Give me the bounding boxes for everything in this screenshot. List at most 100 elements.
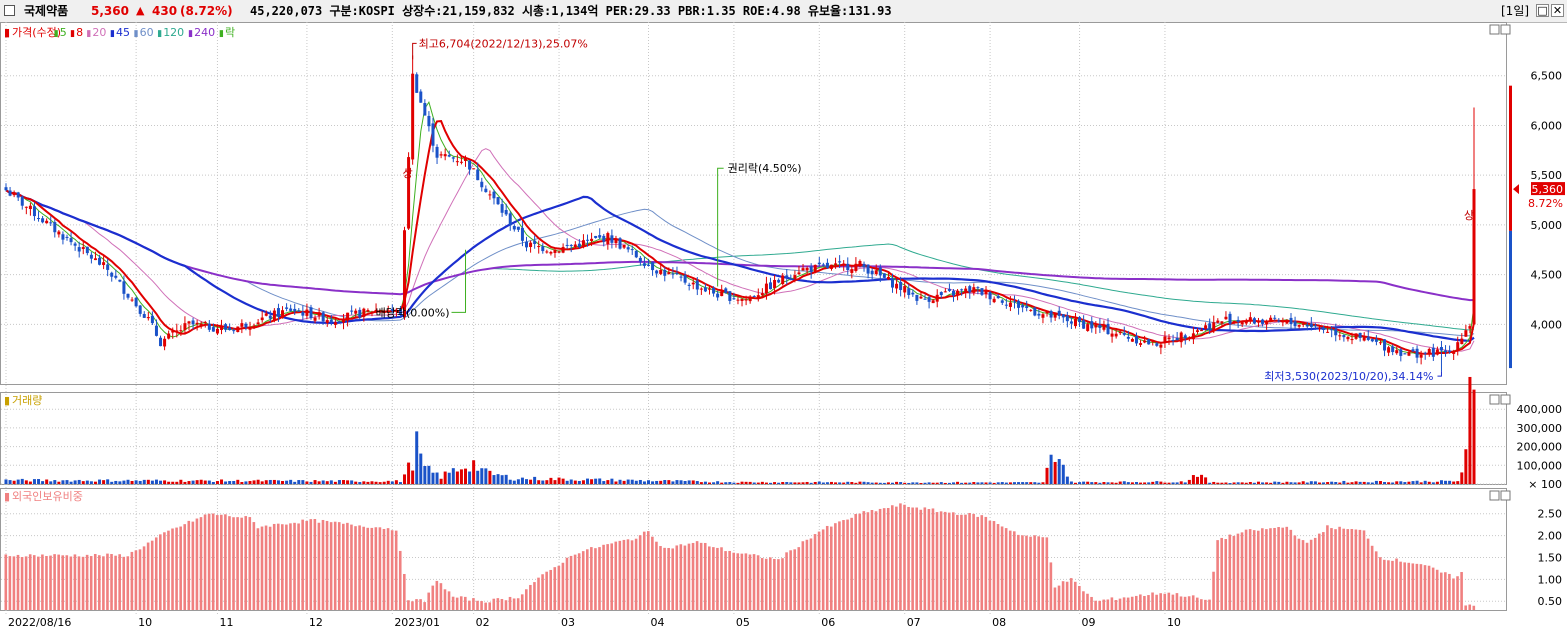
price-tick-label-3: 5,500 [1531, 169, 1563, 182]
foreign-ratio-bar-233 [951, 512, 955, 610]
volume-bar-259 [1057, 459, 1061, 484]
candle-body-9 [41, 218, 45, 223]
candle-body-225 [919, 296, 923, 299]
foreign-ratio-bar-342 [1395, 558, 1398, 610]
candle-body-6 [28, 205, 32, 210]
volume-tick-label-4: 400,000 [1517, 403, 1563, 416]
foreign-ratio-bar-74 [305, 521, 309, 610]
foreign-ratio-bar-332 [1354, 529, 1358, 610]
volume-bar-161 [659, 480, 663, 484]
volume-bar-292 [1191, 475, 1195, 484]
candle-body-345 [1407, 352, 1411, 356]
volume-bar-258 [1053, 461, 1057, 484]
candle-body-291 [1187, 337, 1191, 339]
foreign-ratio-bar-132 [541, 574, 544, 610]
candle-body-311 [1269, 317, 1273, 321]
foreign-ratio-bar-182 [744, 553, 748, 610]
foreign-ratio-bar-321 [1309, 539, 1313, 610]
foreign-ratio-bar-199 [813, 534, 817, 610]
candle-body-233 [951, 290, 955, 296]
candle-body-53 [220, 326, 224, 330]
volume-bar-79 [325, 481, 329, 484]
volume-bar-156 [638, 479, 642, 484]
candle-body-313 [1277, 320, 1281, 322]
foreign-ratio-bar-190 [777, 559, 780, 610]
candle-body-198 [809, 266, 813, 273]
foreign-ratio-bar-7 [32, 555, 36, 610]
volume-bar-16 [69, 481, 73, 484]
foreign-ratio-bar-195 [797, 547, 801, 610]
volume-bar-355 [1448, 480, 1452, 484]
candle-body-115 [472, 168, 476, 170]
candle-body-147 [602, 235, 606, 242]
foreign-ratio-bar-34 [142, 546, 146, 610]
foreign-ratio-bar-138 [565, 557, 569, 610]
volume-bar-218 [890, 482, 894, 484]
candle-body-309 [1261, 319, 1265, 324]
foreign-ratio-bar-156 [638, 535, 642, 610]
volume-bar-136 [557, 477, 561, 484]
foreign-ratio-bar-128 [525, 589, 528, 610]
volume-bar-269 [1098, 482, 1102, 484]
foreign-ratio-bar-157 [642, 531, 646, 610]
candle-body-36 [150, 315, 154, 324]
candle-body-122 [500, 204, 504, 213]
volume-bar-272 [1110, 482, 1114, 484]
volume-bar-40 [167, 481, 171, 484]
candle-body-79 [325, 320, 329, 323]
foreign-ratio-bar-53 [220, 514, 223, 610]
volume-bar-73 [301, 480, 305, 484]
foreign-ratio-bar-204 [834, 523, 837, 610]
foreign-ratio-bar-48 [199, 517, 203, 610]
volume-bar-248 [1012, 482, 1016, 484]
restore-icon[interactable]: □ [1536, 4, 1549, 17]
volume-bar-102 [419, 453, 423, 484]
candle-body-327 [1334, 329, 1338, 336]
foreign-ratio-bar-35 [146, 542, 150, 610]
foreign-ratio-bar-336 [1370, 545, 1374, 610]
candle-body-174 [712, 287, 716, 294]
foreign-ratio-bar-20 [85, 554, 89, 610]
candle-body-153 [626, 247, 630, 250]
candle-body-77 [317, 312, 321, 316]
close-icon[interactable]: ✕ [1551, 4, 1564, 17]
volume-bar-54 [224, 481, 228, 484]
foreign-ratio-bar-45 [187, 520, 191, 610]
foreign-ratio-bar-316 [1289, 529, 1293, 610]
foreign-ratio-bar-75 [309, 519, 313, 610]
foreign-ratio-bar-255 [1041, 537, 1045, 610]
candle-body-144 [590, 238, 594, 241]
foreign-ratio-bar-137 [561, 562, 565, 610]
candle-body-180 [736, 299, 740, 301]
foreign-ratio-bar-25 [106, 553, 109, 610]
volume-bar-60 [248, 480, 252, 484]
legend-item-6: 120 [163, 26, 184, 39]
candle-body-159 [651, 262, 655, 271]
candle-body-210 [858, 261, 862, 267]
candle-body-135 [553, 249, 557, 253]
candle-body-72 [297, 310, 301, 312]
candle-body-263 [1073, 318, 1077, 327]
volume-bar-288 [1175, 482, 1179, 484]
period-selector[interactable]: [1일] [1501, 4, 1530, 18]
volume-bar-264 [1078, 482, 1082, 484]
foreign-ratio-bar-246 [1004, 528, 1008, 610]
volume-bar-280 [1143, 482, 1147, 484]
candle-body-23 [98, 257, 102, 265]
volume-bar-20 [85, 480, 89, 484]
candle-body-343 [1399, 349, 1403, 356]
volume-bar-197 [805, 481, 809, 484]
candle-body-223 [911, 292, 915, 295]
foreign-ratio-bar-147 [602, 544, 605, 610]
volume-bar-193 [789, 482, 793, 484]
foreign-ratio-bar-139 [569, 555, 573, 610]
x-tick-label-13: 10 [1167, 616, 1181, 629]
volume-bar-51 [211, 481, 215, 484]
foreign-ratio-bar-98 [403, 573, 406, 610]
select-checkbox[interactable] [4, 5, 15, 16]
candle-body-26 [110, 272, 114, 277]
foreign-ratio-bar-3 [16, 554, 20, 610]
candle-body-92 [378, 310, 382, 313]
foreign-ratio-bar-112 [459, 596, 463, 610]
foreign-ratio-bar-317 [1293, 535, 1297, 610]
